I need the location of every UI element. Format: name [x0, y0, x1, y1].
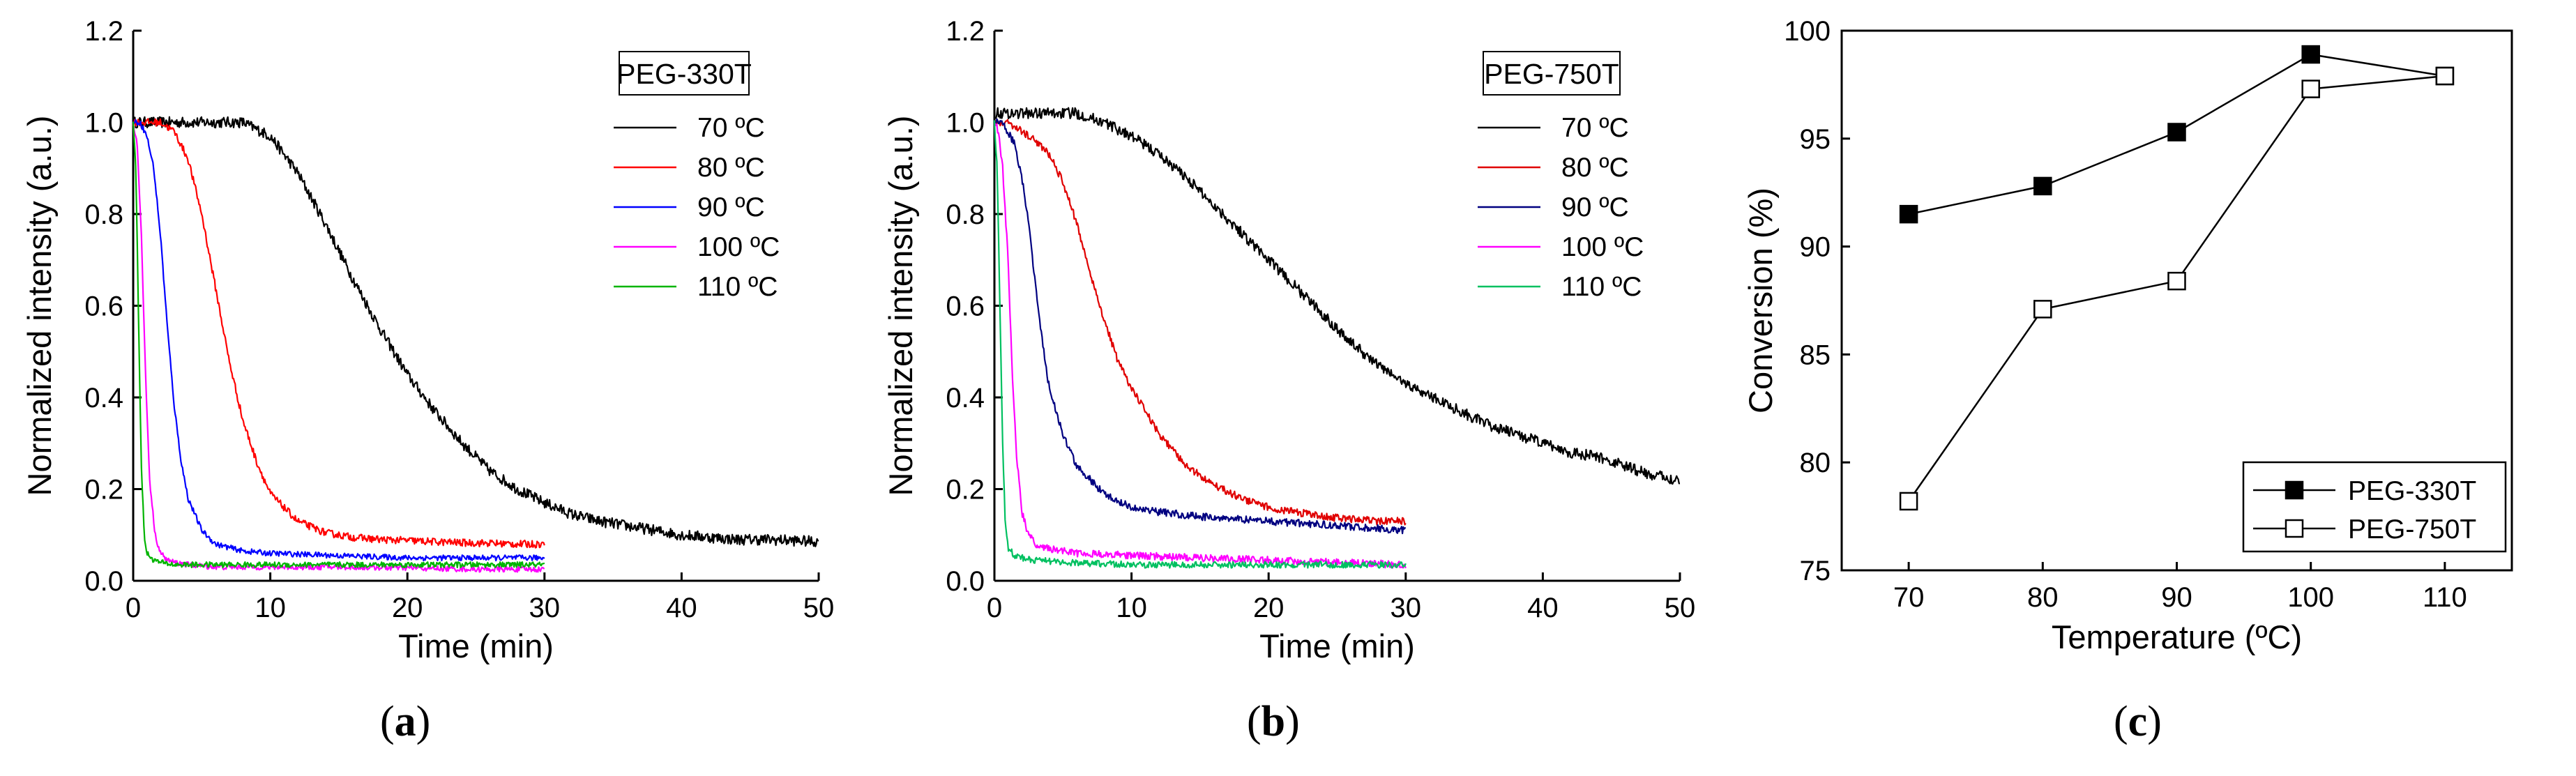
y-tick-label: 1.2 [946, 16, 985, 47]
series-line-110c [993, 120, 1407, 569]
legend-label: 90 ºC [1561, 192, 1629, 222]
y-tick-label: 80 [1800, 448, 1831, 478]
x-tick-label: 10 [1116, 593, 1147, 623]
legend-label: PEG-750T [2348, 515, 2476, 545]
x-tick-label: 90 [2161, 582, 2192, 613]
chart-c: 75 80 85 90 95 100 70 80 90 100 110 Temperature (ºC… [1742, 16, 2513, 655]
caption-a-label: a [394, 698, 416, 745]
panel-b: 0.0 0.2 0.4 0.6 0.8 1.0 1.2 0 10 20 30 40 50 Time (mi… [858, 0, 1717, 776]
y-tick-label: 0.2 [946, 475, 985, 505]
series-line-110c [132, 121, 545, 569]
x-tick-label: 30 [529, 593, 561, 623]
x-axis-title: Temperature (ºC) [2052, 618, 2302, 655]
panel-a: 0.0 0.2 0.4 0.6 0.8 1.0 1.2 0 10 20 30 40 50 Time (mi… [0, 0, 858, 776]
data-point-peg750t [2301, 79, 2320, 98]
data-point-peg750t [2167, 271, 2186, 291]
legend-label: 110 ºC [1561, 272, 1642, 302]
x-tick-label: 0 [126, 593, 141, 623]
legend-label: 90 ºC [697, 192, 765, 222]
data-point-peg330t [1899, 204, 1918, 224]
legend-title-box [619, 51, 750, 96]
y-tick-label: 0.4 [946, 383, 985, 413]
legend-title-box [1483, 51, 1621, 96]
y-tick-label: 85 [1800, 340, 1831, 370]
x-tick-label: 10 [255, 593, 286, 623]
x-tick-label: 50 [1665, 593, 1696, 623]
y-tick-label: 0.8 [84, 199, 123, 230]
y-tick-label: 100 [1784, 16, 1831, 47]
x-tick-label: 40 [666, 593, 697, 623]
legend-label: 100 ºC [697, 232, 780, 262]
y-tick-label: 0.0 [84, 566, 123, 597]
x-axis-title: Time (min) [398, 627, 554, 664]
series-line-80c [994, 119, 1407, 526]
data-point-peg330t [2167, 123, 2186, 142]
x-tick-label: 80 [2027, 582, 2059, 613]
legend-label: PEG-330T [2348, 476, 2476, 506]
legend-label: 100 ºC [1561, 232, 1644, 262]
x-tick-label: 50 [803, 593, 835, 623]
y-tick-label: 0.8 [946, 199, 985, 230]
y-axis-title: Conversion (%) [1742, 188, 1779, 413]
y-tick-label: 0.6 [84, 291, 123, 322]
y-tick-label: 95 [1800, 124, 1831, 155]
caption-b-label: b [1261, 698, 1286, 745]
data-point-peg330t [2301, 45, 2320, 64]
caption-c: (c) [2114, 698, 2162, 745]
x-tick-label: 0 [987, 593, 1002, 623]
x-tick-label: 100 [2287, 582, 2334, 613]
y-tick-label: 0.2 [84, 475, 123, 505]
data-point-peg750t [1899, 492, 1918, 511]
x-tick-label: 20 [1253, 593, 1285, 623]
y-tick-label: 0.0 [946, 566, 985, 597]
x-tick-label: 30 [1391, 593, 1422, 623]
legend-label: 80 ºC [1561, 153, 1629, 183]
caption-b: (b) [1247, 698, 1300, 745]
y-tick-label: 0.6 [946, 291, 985, 322]
series-line-90c [132, 119, 545, 562]
series-line-70c [994, 107, 1681, 485]
legend-swatch-marker [2285, 519, 2304, 538]
legend-title: PEG-750T [1484, 58, 1619, 90]
y-tick-label: 1.0 [946, 108, 985, 139]
y-axis-title: Normalized intensity (a.u.) [882, 116, 919, 496]
legend-label: 70 ºC [1561, 113, 1629, 143]
legend-swatch-marker [2285, 480, 2304, 500]
legend-label: 80 ºC [697, 153, 765, 183]
data-point-peg330t [2033, 176, 2052, 196]
series-line-90c [994, 118, 1407, 535]
caption-a: (a) [380, 698, 431, 745]
series-line-80c [132, 118, 545, 549]
x-tick-label: 40 [1527, 593, 1559, 623]
x-tick-label: 70 [1893, 582, 1925, 613]
x-axis-title: Time (min) [1259, 627, 1415, 664]
legend-label: 110 ºC [697, 272, 778, 302]
series-line-100c [132, 123, 545, 573]
y-tick-label: 0.4 [84, 383, 123, 413]
x-tick-label: 20 [392, 593, 423, 623]
x-tick-label: 110 [2423, 582, 2467, 613]
legend-label: 70 ºC [697, 113, 765, 143]
chart-b: 0.0 0.2 0.4 0.6 0.8 1.0 1.2 0 10 20 30 40 50 Time (mi… [882, 16, 1696, 664]
y-tick-label: 90 [1800, 232, 1831, 263]
chart-a: 0.0 0.2 0.4 0.6 0.8 1.0 1.2 0 10 20 30 40 50 Time (mi… [21, 16, 835, 664]
y-tick-label: 1.0 [84, 108, 123, 139]
data-point-peg750t [2033, 300, 2052, 319]
panel-c: 75 80 85 90 95 100 70 80 90 100 110 Temperature (ºC… [1717, 0, 2576, 776]
y-axis-title: Normalized intensity (a.u.) [21, 116, 58, 496]
y-tick-label: 75 [1800, 556, 1831, 586]
y-tick-label: 1.2 [84, 16, 123, 47]
caption-c-label: c [2128, 698, 2148, 745]
series-line-70c [132, 116, 819, 547]
legend-title: PEG-330T [616, 58, 752, 90]
data-point-peg750t [2435, 66, 2455, 86]
series-line-100c [994, 123, 1407, 569]
